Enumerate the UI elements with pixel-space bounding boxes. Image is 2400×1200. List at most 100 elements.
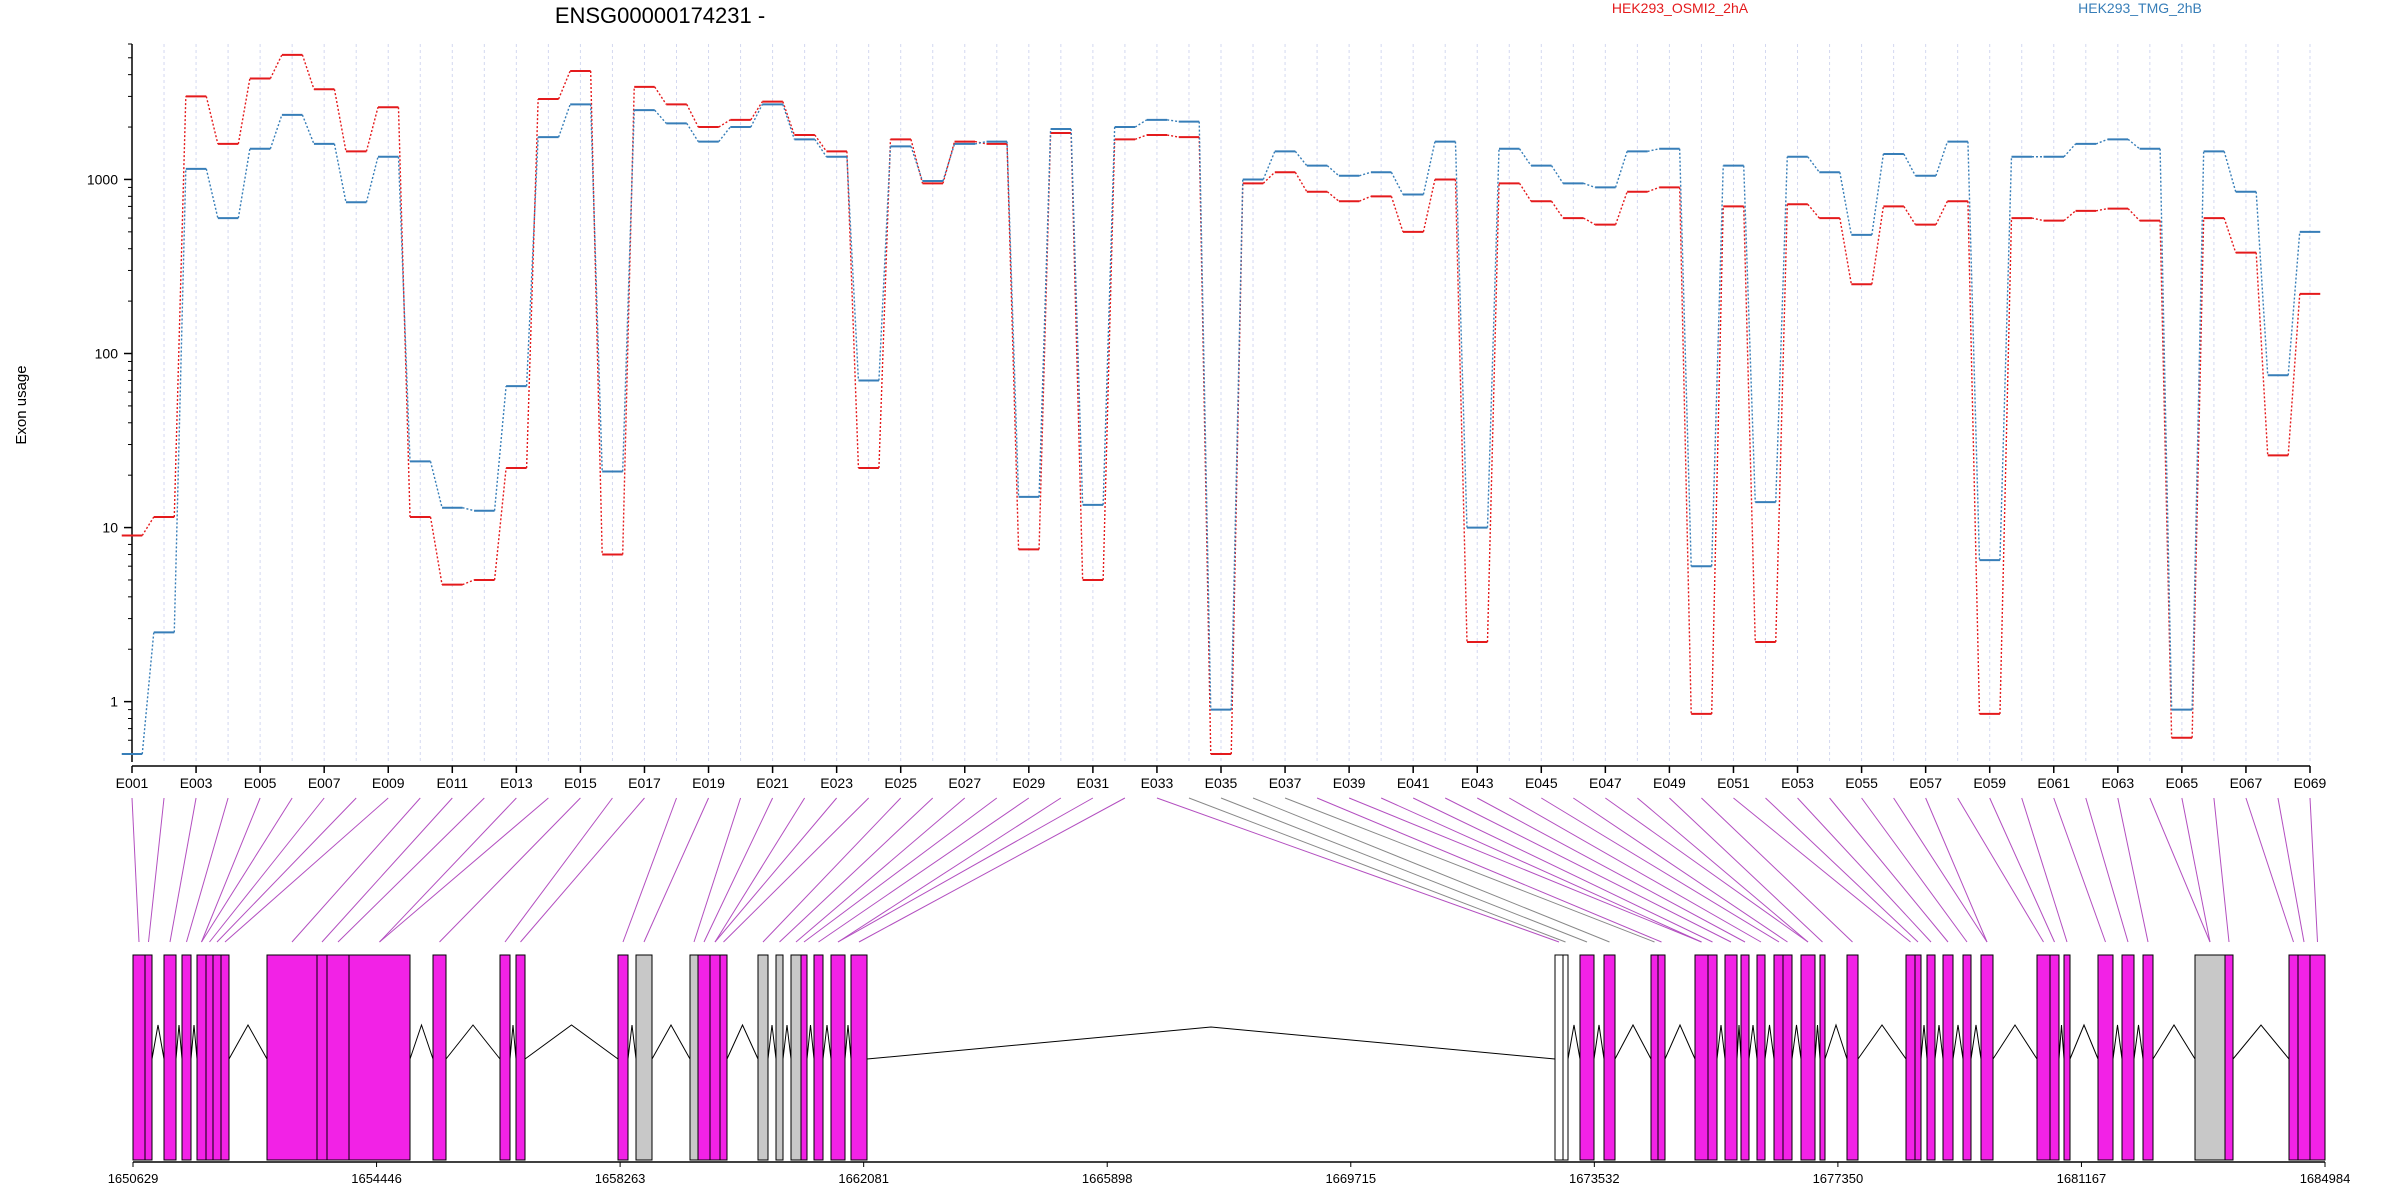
series-connector <box>1486 183 1500 643</box>
y-tick-label: 100 <box>95 346 119 362</box>
series-connector <box>1903 206 1916 226</box>
series-connector <box>1326 165 1340 177</box>
series-connector <box>942 143 956 182</box>
intron-line <box>524 1024 619 1060</box>
exon-connector <box>837 797 1062 943</box>
exon-box <box>1962 954 1972 1161</box>
exon-box <box>196 954 207 1161</box>
intron-line <box>1814 1024 1821 1060</box>
x-tick-label: E005 <box>244 775 277 791</box>
exon-box <box>1980 954 1994 1161</box>
series-connector <box>493 467 507 581</box>
series-connector <box>621 86 635 555</box>
genomic-tick-label: 1681167 <box>2057 1171 2107 1186</box>
exon-connector <box>148 797 165 943</box>
series-connector <box>2255 252 2269 456</box>
exon-box <box>1554 954 1564 1161</box>
exon-connector <box>1669 797 1823 943</box>
exon-box <box>1740 954 1750 1161</box>
series-connector <box>2287 231 2301 376</box>
series-connector <box>1102 139 1116 580</box>
intron-line <box>1736 1024 1742 1060</box>
exon-box <box>2224 954 2234 1161</box>
exon-connector <box>379 797 549 943</box>
intron-line <box>1952 1024 1964 1060</box>
x-tick-label: E027 <box>948 775 981 791</box>
x-tick-label: E051 <box>1717 775 1750 791</box>
exon-box <box>1562 954 1569 1161</box>
exon-box <box>757 954 769 1161</box>
series-connector <box>1102 127 1116 505</box>
series-2 <box>121 103 2321 756</box>
series-connector <box>1359 171 1372 177</box>
intron-line <box>1593 1024 1605 1060</box>
exon-connector <box>1412 797 1713 943</box>
exon-box <box>813 954 824 1161</box>
series-connector <box>686 122 699 142</box>
exon-connector <box>837 797 1094 943</box>
series-connector <box>1167 134 1179 138</box>
intron-line <box>627 1024 637 1060</box>
intron-line <box>782 1024 792 1060</box>
exon-connector <box>1316 797 1662 943</box>
series-connector <box>1743 206 1756 643</box>
exon-box <box>348 954 411 1161</box>
intron-line <box>2112 1024 2123 1060</box>
intron-line <box>1920 1024 1928 1060</box>
series-connector <box>2191 218 2205 738</box>
exon-connector <box>1188 797 1566 943</box>
exon-box <box>220 954 230 1161</box>
series-connector <box>1198 121 1212 710</box>
x-tick-label: E009 <box>372 775 405 791</box>
series-connector <box>2223 151 2237 192</box>
exon-box <box>266 954 318 1161</box>
exon-connector <box>1989 797 2055 943</box>
x-tick-label: E017 <box>628 775 661 791</box>
genomic-tick-label: 1669715 <box>1325 1171 1376 1186</box>
y-tick-label: 1000 <box>87 171 118 187</box>
exon-connector <box>224 797 389 943</box>
exon-connector <box>291 797 421 943</box>
intron-line <box>228 1023 268 1060</box>
gene-model: 1650629 1654446 1658263 1662081 1665898 16697… <box>108 954 2350 1186</box>
series-connector <box>237 78 251 145</box>
exon-connector <box>762 797 902 943</box>
exon-box <box>1694 954 1709 1161</box>
exon-box <box>1603 954 1616 1161</box>
exon-box <box>697 954 711 1161</box>
x-tick-label: E057 <box>1909 775 1942 791</box>
series-connector <box>718 119 731 128</box>
exon-connector <box>714 797 806 943</box>
series-connector <box>2095 207 2108 212</box>
exon-connector <box>520 797 645 943</box>
connector-layer <box>131 797 2318 943</box>
exon-connector <box>1252 797 1610 943</box>
series-connector <box>2159 148 2173 710</box>
x-tick-label: E019 <box>692 775 725 791</box>
x-tick-label: E029 <box>1012 775 1045 791</box>
exon-box <box>1846 954 1859 1161</box>
series-connector <box>1903 153 1917 177</box>
exon-box <box>205 954 214 1161</box>
x-tick-label: E047 <box>1589 775 1622 791</box>
exon-box <box>830 954 846 1161</box>
exon-box <box>1756 954 1766 1161</box>
series-connector <box>2127 208 2141 222</box>
exon-box <box>689 954 699 1161</box>
series-connector <box>173 96 187 518</box>
exon-box <box>1650 954 1659 1161</box>
x-tick-label: E023 <box>820 775 853 791</box>
intron-line <box>844 1024 852 1060</box>
series-connector <box>1807 203 1820 219</box>
series-connector <box>365 107 379 152</box>
exon-connector <box>1348 797 1702 943</box>
series-connector <box>1006 143 1020 550</box>
series-connector <box>269 114 283 150</box>
series-connector <box>1871 153 1885 236</box>
exon-connector <box>1957 797 2044 943</box>
series-connector <box>1454 141 1468 528</box>
series-connector <box>974 140 987 145</box>
legend-series-1: HEK293_OSMI2_2hA <box>1612 0 1749 16</box>
exon-box <box>1707 954 1718 1161</box>
series-connector <box>1999 218 2013 714</box>
